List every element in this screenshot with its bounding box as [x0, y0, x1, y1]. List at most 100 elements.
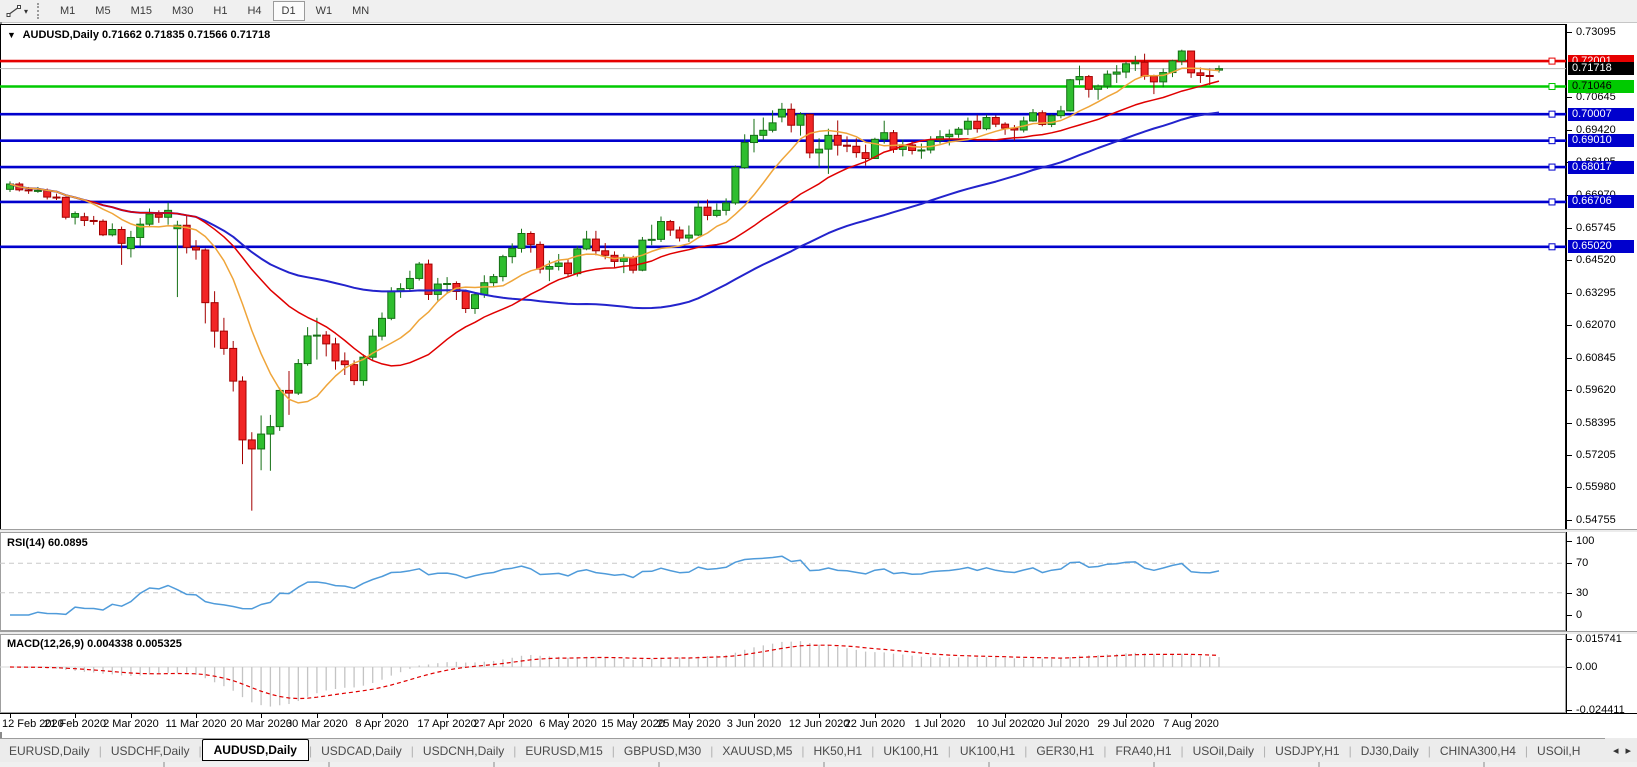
date-tick — [261, 714, 263, 718]
price-tick-label: 0.65745 — [1576, 221, 1616, 234]
horizontal-level-lines[interactable] — [0, 57, 1566, 251]
current-price-badge: 0.71718 — [1568, 62, 1634, 76]
chart-tab-usoil-h[interactable]: USOil,H — [1537, 744, 1581, 758]
tab-separator: | — [611, 744, 615, 758]
timeframe-button-m5[interactable]: M5 — [95, 5, 111, 17]
chart-tab-eurusd-m15[interactable]: EURUSD,M15 — [525, 744, 603, 758]
price-axis: 0.730950.706450.694200.681950.669700.657… — [1566, 24, 1637, 530]
chart-tab-dj30-daily[interactable]: DJ30,Daily — [1360, 744, 1419, 758]
rsi-tick-label: 70 — [1576, 557, 1589, 570]
macd-tick — [1567, 710, 1572, 711]
tab-separator: | — [198, 744, 202, 758]
price-tick — [1567, 227, 1572, 229]
date-tick — [447, 714, 449, 718]
date-label: 30 Mar 2020 — [286, 718, 348, 730]
scroll-tabs-right-button[interactable]: ▸ — [1625, 744, 1631, 757]
tab-separator: | — [98, 744, 102, 758]
ma-slow-line — [9, 111, 1220, 310]
timeframe-button-h4[interactable]: H4 — [247, 5, 262, 17]
price-tick — [1567, 97, 1572, 99]
chart-tools-button[interactable]: ▾ — [3, 3, 31, 19]
chart-tab-uk100-h1[interactable]: UK100,H1 — [883, 744, 939, 758]
price-tick-label: 0.73095 — [1576, 26, 1616, 38]
price-tick-label: 0.55980 — [1576, 481, 1616, 494]
rsi-line — [10, 555, 1220, 616]
date-label: 15 May 2020 — [601, 718, 665, 730]
date-label: 20 Mar 2020 — [230, 718, 292, 730]
rsi-tick — [1567, 615, 1572, 616]
price-tick — [1567, 260, 1572, 262]
price-tick — [1567, 194, 1572, 196]
chart-tab-bar: EURUSD,Daily | USDCHF,Daily | AUDUSD,Daily | U… — [0, 738, 1637, 763]
date-label: 25 May 2020 — [657, 718, 721, 730]
rsi-tick — [1567, 563, 1572, 565]
timeframe-button-w1[interactable]: W1 — [315, 5, 333, 17]
chart-tab-fra40-h1[interactable]: FRA40,H1 — [1115, 744, 1172, 758]
date-tick — [1060, 714, 1062, 718]
level-price-badge: 0.66706 — [1568, 195, 1634, 209]
date-tick — [940, 714, 941, 718]
date-axis: 12 Feb 2020 21 Feb 2020 2 Mar 2020 11 Mar 2… — [0, 713, 1637, 732]
timeframe-button-h1[interactable]: H1 — [213, 5, 228, 17]
chart-tab-eurusd-daily[interactable]: EURUSD,Daily — [9, 744, 90, 758]
timeframe-button-m1[interactable]: M1 — [60, 5, 76, 17]
date-tick — [754, 714, 755, 718]
date-label: 11 Mar 2020 — [165, 718, 227, 730]
date-label: 1 Jul 2020 — [914, 718, 966, 730]
chart-tab-gbpusd-m30[interactable]: GBPUSD,M30 — [623, 744, 702, 758]
chart-tab-xauusd-m5[interactable]: XAUUSD,M5 — [722, 744, 793, 758]
ma-mid-line — [9, 80, 1220, 367]
timeframe-button-m15[interactable]: M15 — [130, 5, 152, 17]
tab-separator: | — [1348, 744, 1352, 758]
rsi-label: RSI(14) 60.0895 — [7, 537, 88, 549]
chart-header: ▼ AUDUSD,Daily 0.71662 0.71835 0.71566 0… — [7, 29, 270, 41]
scroll-tabs-left-button[interactable]: ◂ — [1612, 744, 1619, 757]
price-tick-label: 0.60845 — [1576, 351, 1616, 364]
chart-menu-icon[interactable]: ▼ — [7, 30, 16, 40]
rsi-tick-label: 100 — [1576, 535, 1595, 547]
timeframe-button-mn[interactable]: MN — [352, 5, 370, 17]
level-price-badge: 0.68017 — [1568, 160, 1634, 174]
date-label: 10 Jul 2020 — [976, 718, 1034, 730]
price-tick-label: 0.69420 — [1576, 123, 1616, 136]
date-tick — [196, 714, 197, 718]
macd-plot[interactable] — [0, 634, 1566, 713]
macd-axis: 0.015741 0.00 -0.024411 — [1566, 633, 1637, 716]
timeframe-button-m30[interactable]: M30 — [171, 5, 194, 17]
date-label: 6 May 2020 — [539, 718, 597, 730]
rsi-plot[interactable] — [0, 532, 1566, 631]
price-tick — [1567, 32, 1572, 33]
date-label: 17 Apr 2020 — [417, 718, 477, 730]
chart-tab-china300-h4[interactable]: CHINA300,H4 — [1439, 744, 1516, 758]
rsi-tick-label: 0 — [1576, 609, 1583, 621]
price-chart-plot[interactable] — [0, 24, 1566, 530]
ma-fast-line — [9, 67, 1220, 404]
tab-separator: | — [1103, 744, 1107, 758]
price-tick — [1567, 454, 1572, 456]
chart-tab-usoil-daily[interactable]: USOil,Daily — [1192, 744, 1254, 758]
tab-separator: | — [1180, 744, 1184, 758]
ohlc-values: 0.71662 0.71835 0.71566 0.71718 — [102, 29, 271, 41]
tab-separator: | — [410, 744, 414, 758]
timeframe-button-d1[interactable]: D1 — [272, 1, 305, 21]
chart-tab-uk100-h1[interactable]: UK100,H1 — [959, 744, 1016, 758]
price-tick-label: 0.59620 — [1576, 384, 1616, 397]
date-label: 27 Apr 2020 — [473, 718, 533, 730]
chart-tab-audusd-daily[interactable]: AUDUSD,Daily — [201, 739, 309, 761]
macd-histogram — [18, 641, 1220, 707]
tab-separator: | — [710, 744, 714, 758]
rsi-axis: 100 70 30 0 — [1566, 532, 1637, 631]
price-tick-label: 0.57205 — [1576, 448, 1616, 461]
chart-tab-hk50-h1[interactable]: HK50,H1 — [813, 744, 863, 758]
date-tick — [688, 714, 690, 718]
chart-tab-usdchf-daily[interactable]: USDCHF,Daily — [110, 744, 190, 758]
chart-tab-usdcnh-daily[interactable]: USDCNH,Daily — [422, 744, 505, 758]
price-tick-label: 0.62070 — [1576, 319, 1616, 332]
chart-tab-usdcad-daily[interactable]: USDCAD,Daily — [321, 744, 402, 758]
timeframe-buttons: M1 M5 M15 M30 H1 H4 D1 W1 MN — [50, 1, 379, 21]
date-label: 2 Mar 2020 — [103, 718, 159, 730]
chart-tab-ger30-h1[interactable]: GER30,H1 — [1036, 744, 1095, 758]
toolbar-grip — [37, 3, 43, 19]
chart-tab-usdjpy-h1[interactable]: USDJPY,H1 — [1275, 744, 1340, 758]
tab-separator: | — [1427, 744, 1431, 758]
